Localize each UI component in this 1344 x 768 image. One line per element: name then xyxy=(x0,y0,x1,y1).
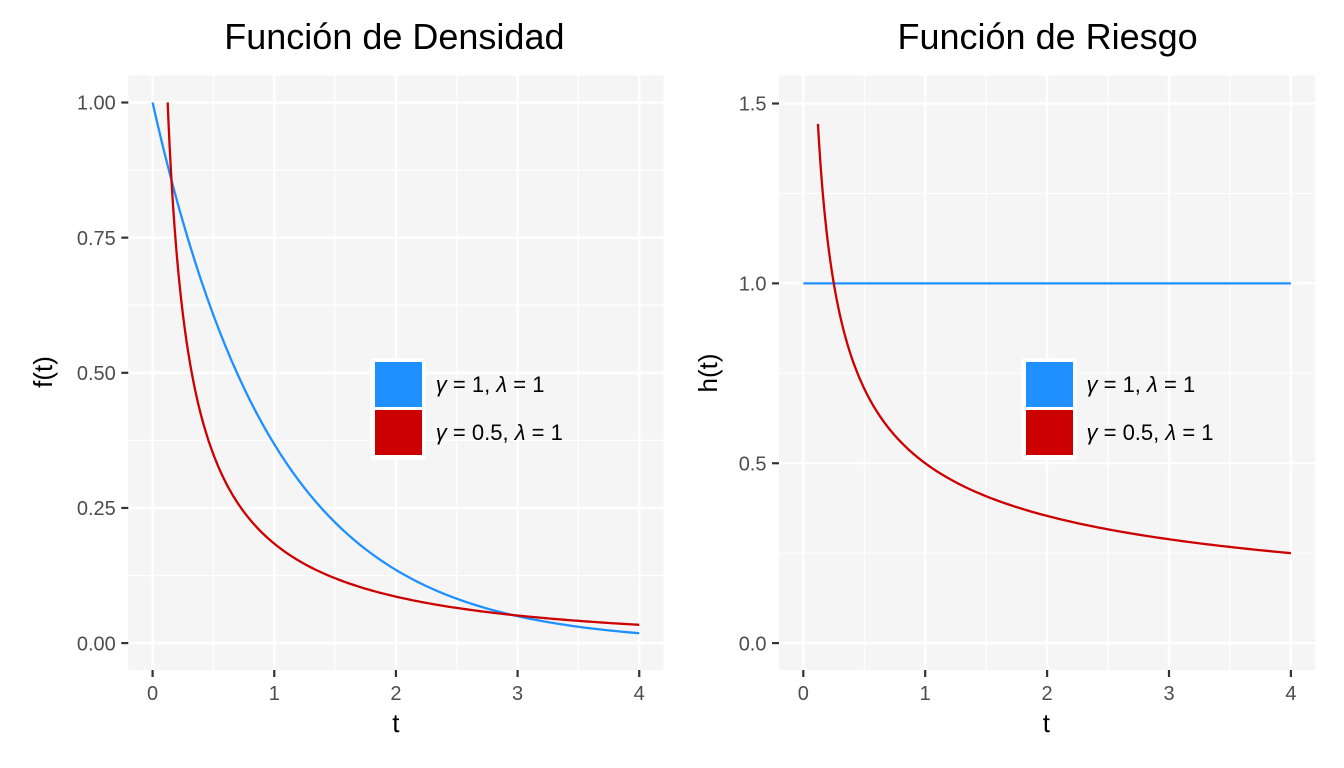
legend-label-1: γ = 0.5, λ = 1 xyxy=(1086,419,1214,445)
left-x-axis-title: t xyxy=(392,708,400,738)
greek-symbol: λ xyxy=(1147,371,1158,397)
y-tick-label: 1.00 xyxy=(77,93,116,115)
greek-symbol: γ xyxy=(435,371,447,397)
density-panel: 0 1 2 3 4 0.00 0.25 0.50 0.75 1.00 xyxy=(77,75,664,705)
greek-symbol: λ xyxy=(1165,419,1177,445)
left-y-axis-title: f(t) xyxy=(27,356,58,389)
greek-symbol: λ xyxy=(514,419,526,445)
greek-symbol: λ xyxy=(496,371,508,397)
x-tick-label: 2 xyxy=(1042,683,1053,705)
legend-swatch-0 xyxy=(374,362,422,407)
left-plot-title: Función de Densidad xyxy=(224,16,565,57)
series-curve-0 xyxy=(151,102,640,635)
x-tick-label: 1 xyxy=(269,683,280,705)
greek-symbol: γ xyxy=(1086,419,1098,445)
legend-label-1: γ = 0.5, λ = 1 xyxy=(435,419,563,445)
x-tick-label: 0 xyxy=(147,683,158,705)
right-x-axis-title: t xyxy=(1042,708,1051,738)
y-tick-label: 0.25 xyxy=(77,498,116,520)
legend-swatch-0 xyxy=(1025,362,1073,407)
x-tick-label: 4 xyxy=(1285,683,1296,705)
x-tick-label: 1 xyxy=(920,683,931,705)
greek-symbol: γ xyxy=(1086,371,1098,397)
y-tick-label: 1.0 xyxy=(739,274,767,296)
legend-swatch-1 xyxy=(1025,410,1073,455)
y-tick-label: 0.50 xyxy=(77,363,116,385)
y-tick-label: 0.0 xyxy=(739,633,767,655)
series-curve-1 xyxy=(816,123,1292,555)
y-tick-label: 1.5 xyxy=(739,94,767,116)
x-tick-label: 4 xyxy=(634,683,645,705)
x-tick-label: 3 xyxy=(1163,683,1174,705)
legend-swatch-1 xyxy=(374,410,422,455)
right-y-axis-title: h(t) xyxy=(693,353,724,393)
series-curve-1 xyxy=(166,102,640,626)
x-tick-label: 2 xyxy=(390,683,401,705)
y-tick-label: 0.00 xyxy=(77,633,116,655)
legend-label-0: γ = 1, λ = 1 xyxy=(1086,371,1196,397)
legend-label-0: γ = 1, λ = 1 xyxy=(435,371,545,397)
right-plot-title: Función de Riesgo xyxy=(897,16,1198,57)
y-tick-label: 0.75 xyxy=(77,228,116,250)
x-tick-label: 3 xyxy=(512,683,523,705)
y-tick-label: 0.5 xyxy=(739,453,767,475)
x-tick-label: 0 xyxy=(798,683,809,705)
greek-symbol: γ xyxy=(435,419,447,445)
